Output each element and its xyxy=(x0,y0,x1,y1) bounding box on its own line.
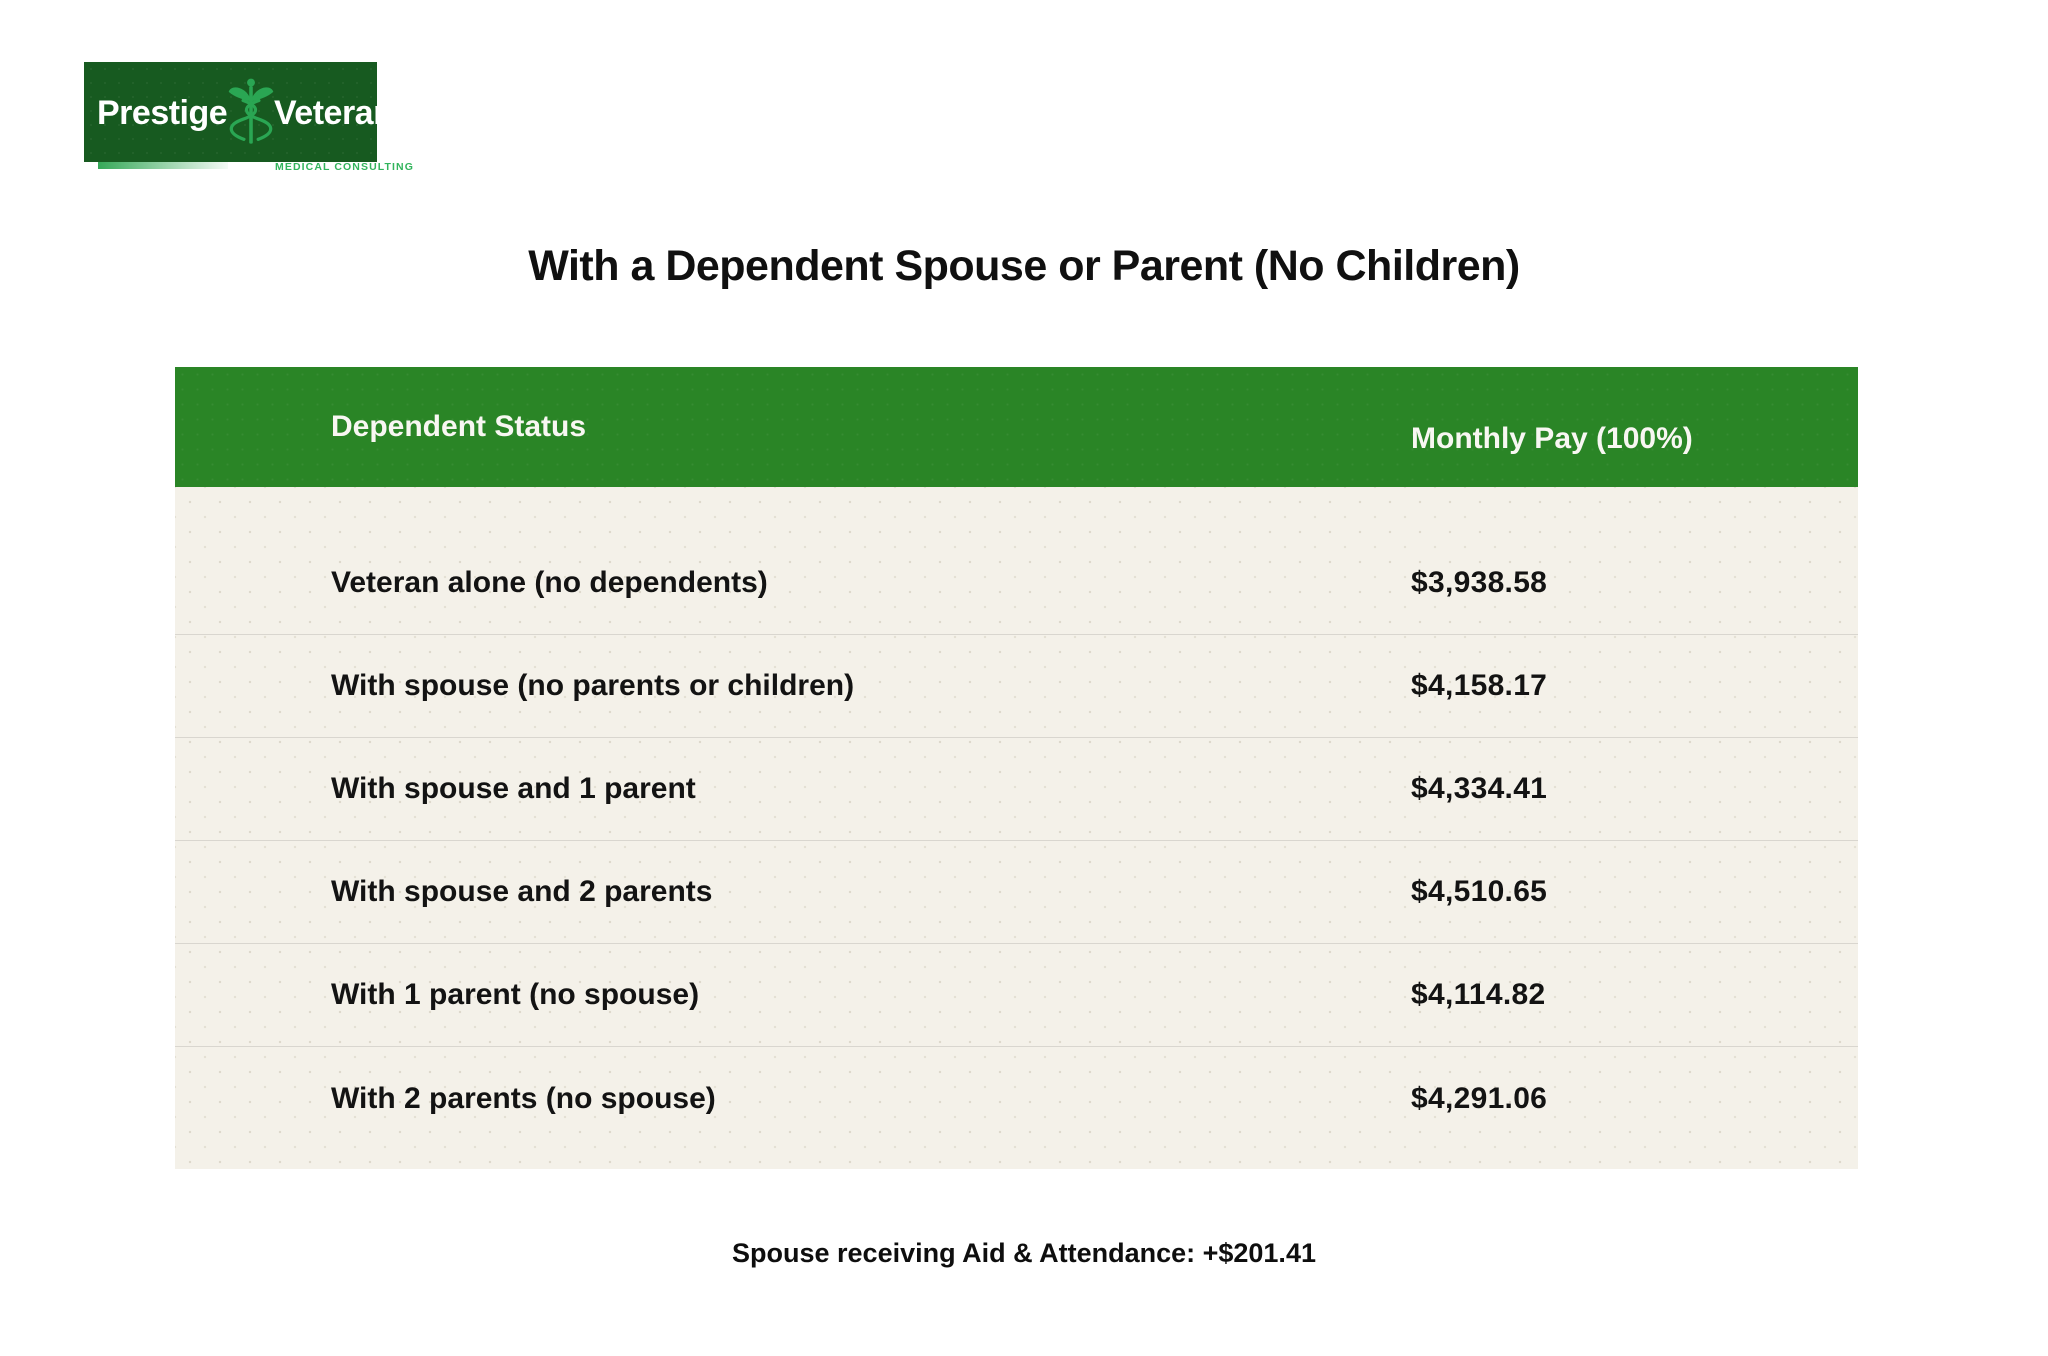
dependent-status-cell: With spouse (no parents or children) xyxy=(331,669,855,702)
table-row: With 2 parents (no spouse) $4,291.06 xyxy=(175,1047,1858,1150)
monthly-pay-cell: $3,938.58 xyxy=(1411,566,1548,599)
brand-tagline: MEDICAL CONSULTING xyxy=(275,161,414,173)
dependent-status-cell: With spouse and 1 parent xyxy=(331,772,696,805)
column-header-monthly-pay: Monthly Pay (100%) xyxy=(1411,422,1693,455)
table-row: With spouse (no parents or children) $4,… xyxy=(175,635,1858,738)
monthly-pay-cell: $4,158.17 xyxy=(1411,669,1548,702)
brand-name-left: Prestige xyxy=(97,94,228,132)
table-header-row: Dependent Status Monthly Pay (100%) xyxy=(175,367,1858,487)
brand-logo-inner: Prestige Veteran MEDICAL CONSULTING xyxy=(84,62,413,173)
page-title: With a Dependent Spouse or Parent (No Ch… xyxy=(528,242,1520,290)
dependent-status-cell: Veteran alone (no dependents) xyxy=(331,566,768,599)
dependent-status-cell: With spouse and 2 parents xyxy=(331,875,713,908)
monthly-pay-cell: $4,510.65 xyxy=(1411,875,1548,908)
table-row: With spouse and 1 parent $4,334.41 xyxy=(175,738,1858,841)
brand-logo: Prestige Veteran MEDICAL CONSULTING xyxy=(84,62,413,173)
brand-name-right: Veteran xyxy=(274,94,394,132)
monthly-pay-cell: $4,114.82 xyxy=(1411,978,1546,1011)
caduceus-icon xyxy=(228,78,274,144)
monthly-pay-cell: $4,291.06 xyxy=(1411,1081,1548,1115)
dependent-status-cell: With 1 parent (no spouse) xyxy=(331,978,700,1011)
table-row: With spouse and 2 parents $4,510.65 xyxy=(175,841,1858,944)
table-row: With 1 parent (no spouse) $4,114.82 xyxy=(175,944,1858,1047)
logo-underline-bar xyxy=(98,162,228,169)
aid-attendance-note: Spouse receiving Aid & Attendance: +$201… xyxy=(732,1238,1316,1268)
column-header-dependent-status: Dependent Status xyxy=(331,410,587,443)
table-row: Veteran alone (no dependents) $3,938.58 xyxy=(175,532,1858,635)
pay-table: Dependent Status Monthly Pay (100%) Vete… xyxy=(175,367,1858,1169)
table-body: Veteran alone (no dependents) $3,938.58 … xyxy=(175,487,1858,1169)
monthly-pay-cell: $4,334.41 xyxy=(1411,772,1548,805)
dependent-status-cell: With 2 parents (no spouse) xyxy=(331,1081,716,1115)
